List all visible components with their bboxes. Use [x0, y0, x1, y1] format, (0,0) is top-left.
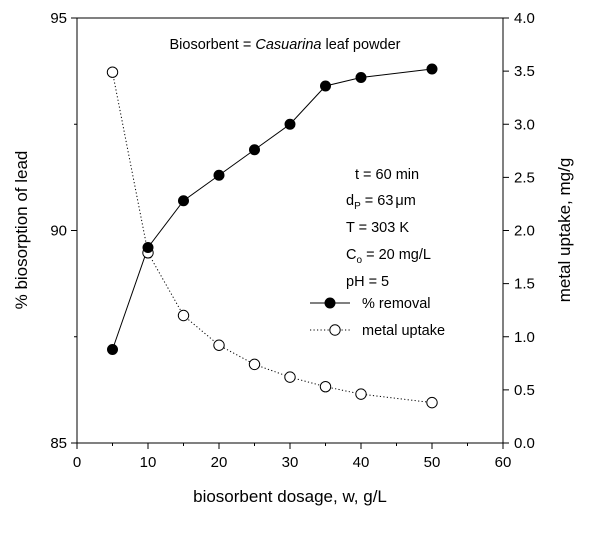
- y-axis-right-tick-label: 2.5: [514, 169, 535, 186]
- data-point-uptake: [284, 371, 296, 383]
- y-axis-left-tick-label: 95: [50, 10, 67, 27]
- annotation-title: Biosorbent = Casuarina leaf powder: [170, 37, 401, 53]
- data-point-uptake: [213, 339, 225, 351]
- data-point-removal: [355, 72, 367, 83]
- y-axis-right-tick-label: 3.0: [514, 116, 535, 133]
- y-axis-right-title: metal uptake, mg/g: [555, 158, 574, 303]
- y-axis-right-tick-label: 3.5: [514, 63, 535, 80]
- data-point-uptake: [106, 66, 119, 78]
- y-axis-right-tick-label: 1.5: [514, 276, 535, 293]
- data-point-uptake: [177, 309, 190, 322]
- y-axis-right-tick-label: 4.0: [514, 10, 535, 27]
- data-point-removal: [178, 195, 189, 207]
- y-axis-left-tick-label: 90: [50, 223, 67, 240]
- annotation-title-prefix: Biosorbent =: [170, 37, 256, 53]
- condition-temperature: T = 303 K: [346, 220, 409, 236]
- data-point-removal: [320, 80, 331, 92]
- data-point-removal: [249, 144, 260, 156]
- x-axis-tick-label: 20: [211, 454, 228, 471]
- legend-marker-removal: [324, 297, 336, 309]
- data-point-uptake: [426, 396, 438, 409]
- condition-time: t = 60 min: [355, 167, 419, 183]
- condition-co-sub: o: [356, 255, 362, 266]
- data-point-removal: [213, 169, 225, 181]
- x-axis-tick-label: 40: [353, 454, 370, 471]
- series-layer: [106, 63, 438, 409]
- data-point-removal: [426, 63, 438, 75]
- x-axis-tick-label: 30: [282, 454, 299, 471]
- condition-dp-sub: P: [354, 201, 361, 212]
- legend: % removal metal uptake: [310, 296, 445, 339]
- annotation-title-italic: Casuarina: [255, 37, 321, 53]
- x-axis-tick-label: 50: [424, 454, 441, 471]
- conditions-block: t = 60 min dP = 63 μm T = 303 K Co = 20 m…: [346, 167, 431, 290]
- x-axis-tick-label: 0: [73, 454, 81, 471]
- axes-layer: 0 10 20 30 40 50 60 85 90 95 0.0 0.5 1.0 1.5 2.0 2.5 3.0…: [50, 10, 535, 471]
- legend-marker-uptake: [329, 324, 341, 336]
- y-axis-left-tick-label: 85: [50, 435, 67, 452]
- data-point-removal: [107, 344, 118, 355]
- data-point-uptake: [319, 380, 332, 393]
- series-line-uptake: [112, 72, 433, 404]
- legend-label-uptake: metal uptake: [362, 323, 445, 339]
- condition-dp-prefix: d: [346, 193, 354, 209]
- data-point-uptake: [355, 388, 367, 400]
- annotation-title-suffix: leaf powder: [321, 37, 400, 53]
- condition-dp-unit: μm: [395, 193, 415, 209]
- y-axis-right-tick-label: 1.0: [514, 329, 535, 346]
- condition-initial-concentration: Co = 20 mg/L: [346, 247, 431, 266]
- condition-particle-size: dP = 63 μm: [346, 193, 416, 212]
- x-axis-tick-label: 10: [140, 454, 157, 471]
- legend-label-removal: % removal: [362, 296, 431, 312]
- y-axis-right-tick-label: 0.5: [514, 382, 535, 399]
- condition-co-prefix: C: [346, 247, 356, 263]
- y-axis-right-tick-label: 0.0: [514, 435, 535, 452]
- data-point-uptake: [248, 358, 261, 371]
- y-axis-right-tick-label: 2.0: [514, 223, 535, 240]
- condition-dp-suffix: = 63: [361, 193, 394, 209]
- x-axis-title: biosorbent dosage, w, g/L: [193, 487, 387, 506]
- condition-ph: pH = 5: [346, 274, 389, 290]
- y-axis-left-title: % biosorption of lead: [12, 151, 31, 310]
- data-point-removal: [142, 242, 154, 253]
- x-axis-tick-label: 60: [495, 454, 512, 471]
- data-point-removal: [284, 118, 296, 130]
- condition-co-suffix: = 20 mg/L: [362, 247, 431, 263]
